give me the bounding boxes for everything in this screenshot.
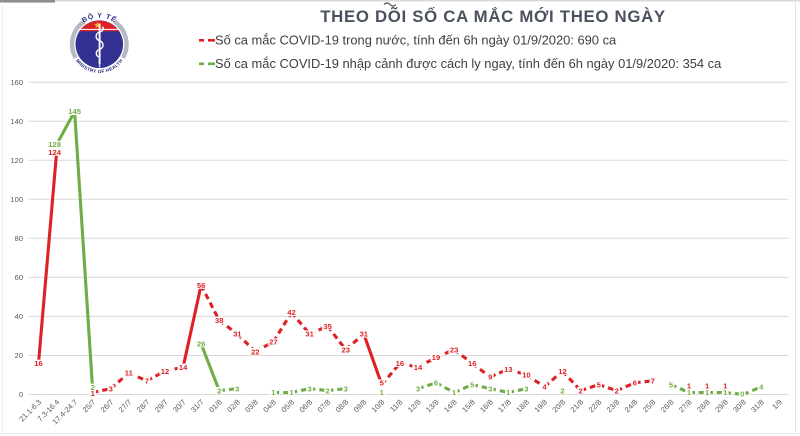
svg-text:THEO DÕI SỐ CA MẮC MỚI THEO NG: THEO DÕI SỐ CA MẮC MỚI THEO NGÀY xyxy=(320,6,666,26)
svg-text:31: 31 xyxy=(233,330,242,339)
svg-text:14: 14 xyxy=(414,363,423,372)
svg-text:31: 31 xyxy=(360,330,369,339)
svg-text:124: 124 xyxy=(48,148,61,157)
svg-text:1: 1 xyxy=(687,388,692,397)
svg-text:16: 16 xyxy=(34,359,42,368)
svg-text:35: 35 xyxy=(323,322,332,331)
svg-text:13: 13 xyxy=(504,365,512,374)
svg-text:11: 11 xyxy=(125,369,134,378)
svg-text:6: 6 xyxy=(434,379,438,388)
svg-text:56: 56 xyxy=(197,281,205,290)
svg-text:1: 1 xyxy=(723,382,728,391)
svg-text:3: 3 xyxy=(416,384,420,393)
svg-text:0: 0 xyxy=(19,390,23,399)
svg-text:100: 100 xyxy=(10,195,23,204)
svg-text:26: 26 xyxy=(197,339,205,348)
svg-text:2: 2 xyxy=(615,386,619,395)
svg-text:3: 3 xyxy=(109,384,113,393)
svg-text:1: 1 xyxy=(723,388,728,397)
svg-text:1: 1 xyxy=(687,382,692,391)
svg-text:16: 16 xyxy=(396,359,404,368)
svg-text:145: 145 xyxy=(68,107,81,116)
svg-text:7: 7 xyxy=(651,377,655,386)
svg-text:BỘ Y TẾ: BỘ Y TẾ xyxy=(81,11,119,24)
svg-text:16: 16 xyxy=(468,359,476,368)
svg-text:160: 160 xyxy=(10,78,23,87)
svg-text:4: 4 xyxy=(542,382,547,391)
svg-text:128: 128 xyxy=(48,140,61,149)
svg-text:1: 1 xyxy=(452,388,457,397)
svg-text:40: 40 xyxy=(15,312,23,321)
svg-text:23: 23 xyxy=(341,345,349,354)
svg-text:38: 38 xyxy=(215,316,223,325)
svg-text:Số ca mắc COVID-19 nhập cảnh đ: Số ca mắc COVID-19 nhập cảnh được cách l… xyxy=(215,56,722,71)
svg-text:0: 0 xyxy=(740,390,744,399)
svg-text:Số ca mắc COVID-19 trong nước,: Số ca mắc COVID-19 trong nước, tính đến … xyxy=(215,33,617,48)
svg-text:42: 42 xyxy=(287,308,295,317)
svg-text:1: 1 xyxy=(705,382,710,391)
svg-text:3: 3 xyxy=(524,384,528,393)
svg-text:23: 23 xyxy=(450,345,458,354)
svg-text:2: 2 xyxy=(578,386,582,395)
svg-text:27: 27 xyxy=(269,338,277,347)
svg-text:2: 2 xyxy=(217,386,221,395)
svg-text:3: 3 xyxy=(235,384,239,393)
svg-text:7: 7 xyxy=(145,377,149,386)
svg-text:1: 1 xyxy=(380,388,385,397)
svg-text:140: 140 xyxy=(10,117,23,126)
svg-text:3: 3 xyxy=(344,384,348,393)
svg-text:3: 3 xyxy=(307,384,311,393)
svg-text:5: 5 xyxy=(470,380,475,389)
svg-text:1: 1 xyxy=(289,388,294,397)
svg-text:10: 10 xyxy=(522,371,530,380)
svg-text:120: 120 xyxy=(10,156,23,165)
svg-text:1: 1 xyxy=(271,388,276,397)
svg-text:2: 2 xyxy=(325,386,329,395)
svg-text:6: 6 xyxy=(633,379,637,388)
svg-text:9: 9 xyxy=(488,373,492,382)
svg-text:2: 2 xyxy=(91,383,95,392)
svg-text:5: 5 xyxy=(669,380,674,389)
svg-text:20: 20 xyxy=(15,351,23,360)
svg-text:4: 4 xyxy=(759,382,764,391)
svg-text:1: 1 xyxy=(506,388,511,397)
svg-text:19: 19 xyxy=(432,353,440,362)
svg-text:60: 60 xyxy=(15,273,23,282)
svg-text:1: 1 xyxy=(705,388,710,397)
svg-text:22: 22 xyxy=(251,347,259,356)
svg-text:12: 12 xyxy=(558,367,566,376)
svg-text:1: 1 xyxy=(91,389,96,398)
svg-text:80: 80 xyxy=(15,234,23,243)
svg-text:31: 31 xyxy=(305,330,314,339)
svg-text:2: 2 xyxy=(560,386,564,395)
svg-text:14: 14 xyxy=(179,363,188,372)
svg-text:3: 3 xyxy=(488,384,492,393)
svg-text:5: 5 xyxy=(597,380,602,389)
svg-text:5: 5 xyxy=(380,379,385,388)
svg-text:12: 12 xyxy=(161,367,169,376)
